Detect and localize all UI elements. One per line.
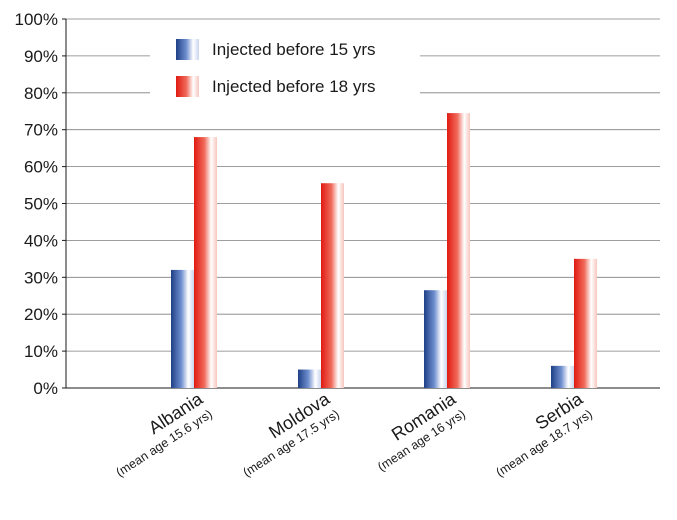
y-tick-label: 90% [24, 47, 58, 66]
legend-swatch [176, 76, 199, 97]
legend-swatch [176, 39, 199, 60]
y-tick-label: 70% [24, 121, 58, 140]
y-tick-label: 80% [24, 84, 58, 103]
bars [171, 113, 597, 388]
y-tick-label: 30% [24, 268, 58, 287]
y-tick-label: 40% [24, 231, 58, 250]
bar-albania-before-18 [194, 137, 217, 388]
bar-moldova-before-18 [321, 183, 344, 388]
legend: Injected before 15 yrs Injected before 18… [176, 39, 375, 97]
x-axis-labels: Albania(mean age 15.6 yrs) Moldova(mean a… [113, 388, 594, 480]
bar-moldova-before-15 [298, 369, 321, 388]
x-category: Albania(mean age 15.6 yrs) [113, 388, 214, 480]
bar-albania-before-15 [171, 269, 194, 388]
gridlines [66, 18, 660, 352]
legend-label: Injected before 18 yrs [212, 77, 375, 96]
x-category: Romania(mean age 16 yrs) [375, 388, 468, 474]
y-tick-label: 10% [24, 342, 58, 361]
y-tick-label: 20% [24, 305, 58, 324]
y-tick-label: 60% [24, 158, 58, 177]
bar-serbia-before-15 [551, 365, 574, 388]
y-tick-label: 100% [15, 10, 58, 29]
x-category: Moldova(mean age 17.5 yrs) [240, 388, 341, 480]
legend-label: Injected before 15 yrs [212, 40, 375, 59]
x-category: Serbia(mean age 18.7 yrs) [493, 388, 594, 480]
bar-serbia-before-18 [574, 258, 597, 388]
bar-romania-before-18 [447, 113, 470, 388]
y-tick-label: 0% [33, 379, 58, 398]
y-tick-label: 50% [24, 195, 58, 214]
y-axis-ticks: 0% 10% 20% 30% 40% 50% 60% 70% 80% 90% 100% [15, 10, 66, 398]
bar-romania-before-15 [424, 290, 447, 388]
